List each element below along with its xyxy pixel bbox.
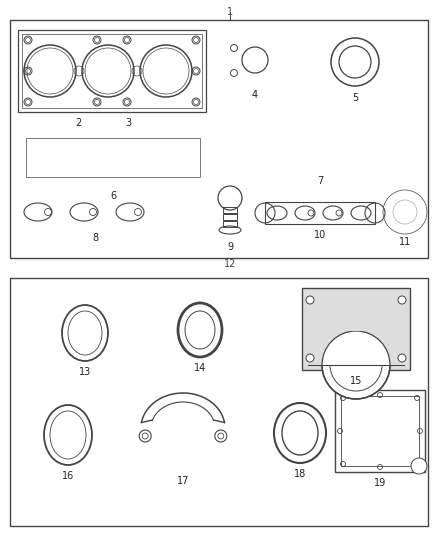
Bar bbox=[304, 290, 408, 331]
Text: 15: 15 bbox=[350, 376, 362, 386]
Text: 3: 3 bbox=[125, 118, 131, 128]
Text: 9: 9 bbox=[227, 242, 233, 252]
Bar bbox=[341, 396, 419, 466]
Text: 16: 16 bbox=[62, 471, 74, 481]
Text: 19: 19 bbox=[374, 478, 386, 488]
Circle shape bbox=[398, 354, 406, 362]
Bar bbox=[223, 207, 237, 213]
Bar bbox=[302, 288, 410, 370]
Text: 14: 14 bbox=[194, 363, 206, 373]
Circle shape bbox=[411, 458, 427, 474]
Circle shape bbox=[398, 296, 406, 304]
Circle shape bbox=[306, 354, 314, 362]
Text: 11: 11 bbox=[399, 237, 411, 247]
Text: 12: 12 bbox=[224, 259, 236, 269]
Bar bbox=[18, 30, 206, 112]
Text: 17: 17 bbox=[177, 476, 189, 486]
Text: 18: 18 bbox=[294, 469, 306, 479]
Bar bbox=[265, 202, 375, 224]
Text: 13: 13 bbox=[79, 367, 91, 377]
Text: 6: 6 bbox=[110, 191, 116, 201]
Bar bbox=[22, 34, 202, 108]
Bar bbox=[10, 278, 428, 526]
Text: 8: 8 bbox=[92, 233, 98, 243]
Bar bbox=[223, 221, 237, 227]
Text: 1: 1 bbox=[227, 7, 233, 17]
Wedge shape bbox=[383, 190, 427, 234]
Bar bbox=[26, 138, 200, 177]
Bar bbox=[223, 214, 237, 220]
Text: 4: 4 bbox=[252, 90, 258, 100]
Text: 7: 7 bbox=[317, 176, 323, 186]
Circle shape bbox=[322, 331, 390, 399]
Circle shape bbox=[306, 296, 314, 304]
Bar bbox=[10, 20, 428, 258]
Text: 5: 5 bbox=[352, 93, 358, 103]
Text: 2: 2 bbox=[75, 118, 81, 128]
Bar bbox=[335, 390, 425, 472]
Text: 10: 10 bbox=[314, 230, 326, 240]
